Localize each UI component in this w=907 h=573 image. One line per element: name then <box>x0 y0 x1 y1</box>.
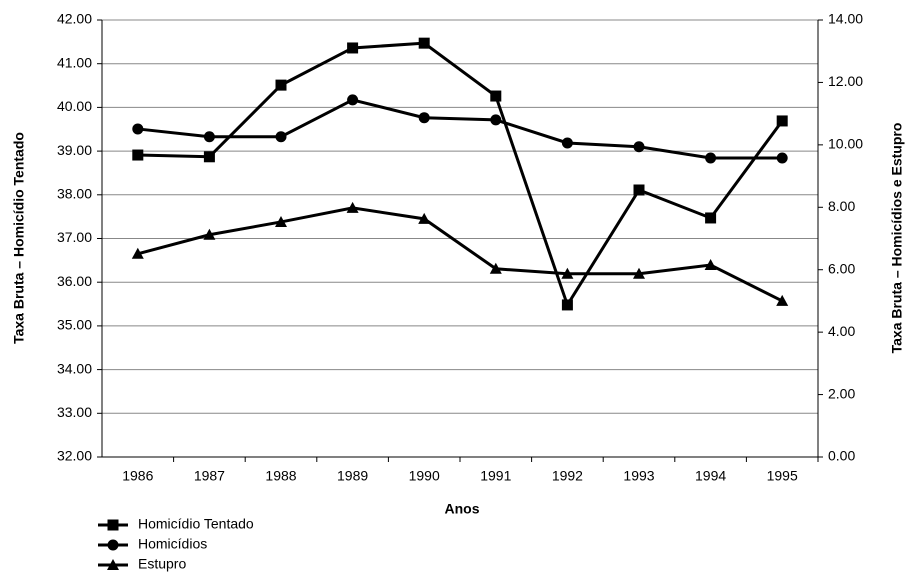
marker <box>418 37 430 49</box>
y-tick-label: 40.00 <box>57 98 92 114</box>
y2-tick-label: 6.00 <box>828 260 855 276</box>
marker <box>776 294 789 306</box>
legend-label: Estupro <box>138 556 186 572</box>
x-tick-label: 1992 <box>552 468 583 484</box>
marker <box>203 131 215 143</box>
marker <box>131 247 144 259</box>
marker <box>561 267 574 279</box>
marker <box>346 201 359 213</box>
marker <box>418 212 431 224</box>
marker <box>705 212 717 224</box>
marker <box>490 90 502 102</box>
series-line <box>137 98 783 160</box>
y-tick-label: 37.00 <box>57 229 92 245</box>
marker <box>633 267 645 279</box>
x-tick-label: 1988 <box>265 468 296 484</box>
marker <box>561 299 573 311</box>
legend-label: Homicídios <box>138 536 207 552</box>
marker <box>633 184 645 196</box>
marker <box>132 149 144 161</box>
x-axis-title: Anos <box>445 501 480 517</box>
y2-tick-label: 4.00 <box>828 323 855 339</box>
x-tick-label: 1994 <box>695 468 726 484</box>
y2-tick-label: 14.00 <box>828 11 863 27</box>
marker <box>418 112 430 124</box>
y-tick-label: 35.00 <box>57 317 92 333</box>
y2-tick-label: 8.00 <box>828 198 855 214</box>
y-tick-label: 33.00 <box>57 404 92 420</box>
x-tick-label: 1989 <box>337 468 368 484</box>
series-line <box>137 41 784 309</box>
y2-tick-label: 0.00 <box>828 448 855 464</box>
y-tick-label: 38.00 <box>57 186 92 202</box>
marker <box>275 215 287 227</box>
marker <box>561 137 573 149</box>
y2-tick-label: 12.00 <box>828 73 863 89</box>
marker <box>776 115 788 127</box>
y2-tick-label: 10.00 <box>828 136 863 152</box>
legend-marker <box>107 539 119 551</box>
marker <box>132 123 144 135</box>
y2-axis-title: Taxa Bruta – Homicídios e Estupro <box>889 123 905 354</box>
marker <box>275 131 287 143</box>
y-tick-label: 32.00 <box>57 448 92 464</box>
legend-marker <box>107 519 119 531</box>
marker <box>633 141 645 153</box>
y-tick-label: 36.00 <box>57 273 92 289</box>
y-tick-label: 34.00 <box>57 360 92 376</box>
y-tick-label: 41.00 <box>57 54 92 70</box>
x-tick-label: 1987 <box>194 468 225 484</box>
marker <box>705 152 717 164</box>
x-tick-label: 1991 <box>480 468 511 484</box>
marker <box>347 42 359 54</box>
x-tick-label: 1990 <box>409 468 440 484</box>
x-tick-label: 1995 <box>767 468 798 484</box>
marker <box>490 114 502 126</box>
x-tick-label: 1993 <box>623 468 654 484</box>
marker <box>704 259 717 271</box>
series-line <box>137 206 783 303</box>
marker <box>776 152 788 164</box>
y-tick-label: 42.00 <box>57 11 92 27</box>
marker <box>347 94 359 106</box>
x-tick-label: 1986 <box>122 468 153 484</box>
legend-marker <box>107 559 119 570</box>
y2-tick-label: 2.00 <box>828 385 855 401</box>
y-tick-label: 39.00 <box>57 142 92 158</box>
y-axis-title: Taxa Bruta – Homicídio Tentado <box>11 132 27 344</box>
marker <box>275 79 287 91</box>
marker <box>203 151 215 163</box>
marker <box>203 228 216 240</box>
marker <box>489 262 502 274</box>
legend-label: Homicídio Tentado <box>138 516 254 532</box>
